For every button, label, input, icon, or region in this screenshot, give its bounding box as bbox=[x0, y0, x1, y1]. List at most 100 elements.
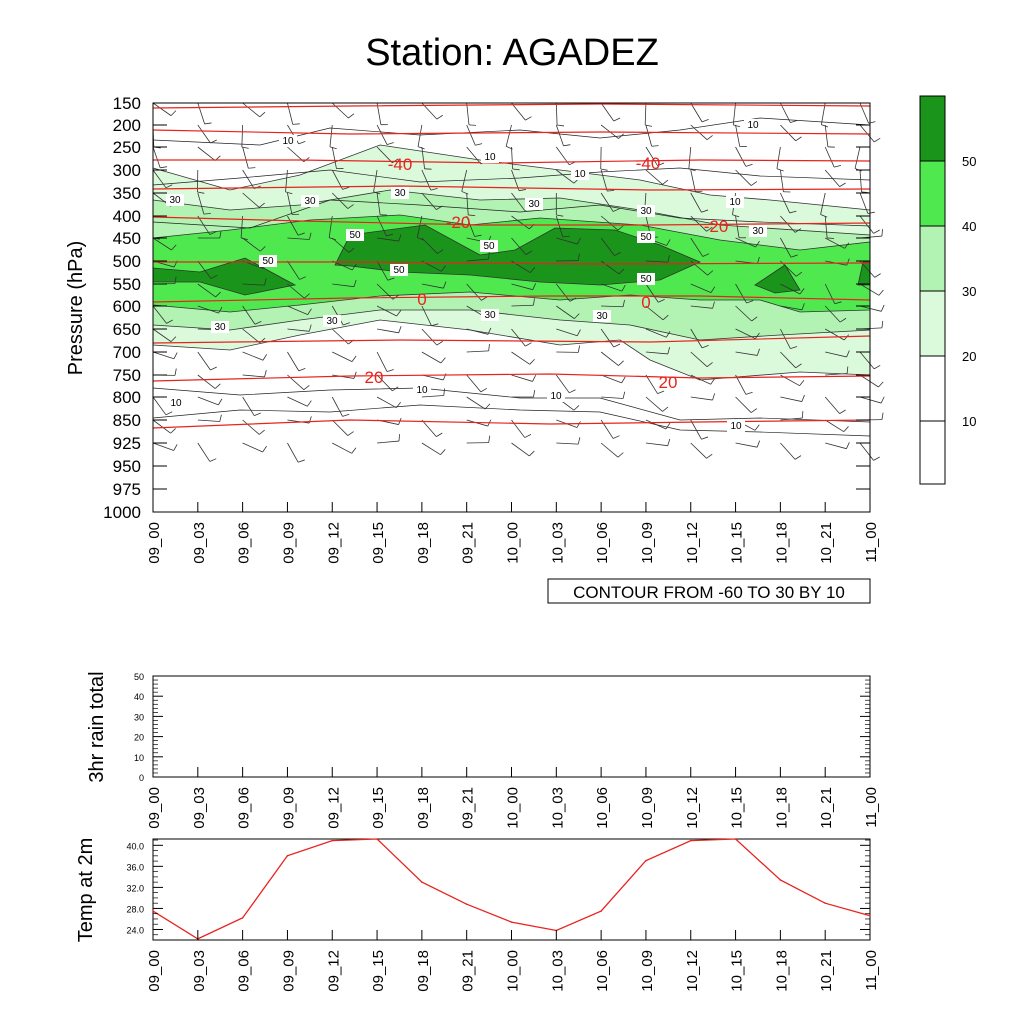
contour-label: 50 bbox=[262, 256, 274, 267]
wind-barb-feather bbox=[706, 226, 713, 232]
wind-barb-feather bbox=[621, 376, 626, 384]
wind-barb bbox=[466, 328, 489, 335]
pressure-tick-label: 450 bbox=[113, 229, 141, 248]
wind-barb-feather bbox=[329, 237, 336, 241]
contour-label: 30 bbox=[640, 206, 652, 217]
wind-barb bbox=[287, 192, 293, 215]
temperature-contour-line bbox=[152, 103, 871, 109]
wind-barb bbox=[329, 124, 333, 147]
wind-barb-feather bbox=[210, 139, 217, 144]
time-tick-label: 10_18 bbox=[773, 787, 790, 829]
wind-barb-feather bbox=[801, 303, 805, 310]
wind-barb bbox=[421, 305, 432, 326]
wind-barb bbox=[859, 169, 862, 192]
wind-barb-feather bbox=[658, 299, 665, 303]
wind-barb-feather bbox=[667, 438, 671, 446]
wind-barb bbox=[645, 146, 658, 166]
wind-barb-feather bbox=[666, 239, 671, 246]
wind-barb-feather bbox=[667, 347, 671, 355]
wind-barb-feather bbox=[657, 390, 665, 395]
wind-barb-feather bbox=[353, 279, 357, 287]
wind-barb-feather bbox=[617, 452, 624, 458]
wind-barb bbox=[600, 328, 615, 348]
wind-barb-feather bbox=[873, 364, 881, 370]
contour-label: 10 bbox=[747, 120, 759, 131]
pressure-tick-label: 500 bbox=[113, 252, 141, 271]
time-tick-label: 09_06 bbox=[236, 950, 253, 992]
wind-barb bbox=[416, 215, 423, 238]
wind-barb-feather bbox=[573, 405, 580, 411]
wind-barb bbox=[287, 260, 300, 280]
contour-label-bg bbox=[481, 309, 499, 321]
time-tick-label: 09_18 bbox=[415, 950, 432, 992]
pressure-tick-label: 350 bbox=[113, 184, 141, 203]
wind-barb bbox=[511, 328, 526, 347]
time-tick-label: 10_18 bbox=[773, 950, 790, 992]
colorbar-swatch bbox=[919, 420, 946, 485]
wind-barb bbox=[779, 169, 784, 192]
time-tick-label: 10_15 bbox=[729, 787, 746, 829]
wind-barb bbox=[600, 351, 619, 366]
wind-barb bbox=[690, 442, 707, 459]
time-tick-label: 09_06 bbox=[236, 522, 253, 564]
time-tick-label: 10_03 bbox=[549, 787, 566, 829]
wind-barb bbox=[421, 146, 425, 169]
wind-barb-feather bbox=[776, 168, 784, 172]
wind-barb bbox=[242, 442, 263, 453]
wind-barb-feather bbox=[285, 191, 293, 195]
time-tick-label: 10_09 bbox=[639, 950, 656, 992]
wind-barb bbox=[152, 305, 167, 324]
wind-barb-feather bbox=[165, 411, 173, 416]
contour-label: 10 bbox=[550, 391, 562, 402]
wind-barb-feather bbox=[343, 322, 350, 326]
wind-barb bbox=[824, 396, 840, 414]
wind-barb-feather bbox=[801, 411, 804, 419]
wind-barb bbox=[511, 374, 533, 382]
time-tick-label: 09_09 bbox=[280, 522, 297, 564]
temp-tick-label: 32.0 bbox=[126, 883, 144, 893]
temperature-point bbox=[152, 910, 154, 912]
wind-barb bbox=[421, 419, 437, 437]
wind-barb bbox=[824, 305, 841, 323]
time-tick-label: 10_00 bbox=[505, 522, 522, 564]
colorbar-swatch bbox=[919, 290, 946, 357]
wind-barb bbox=[242, 192, 260, 208]
wind-barb bbox=[600, 237, 615, 256]
wind-barb-feather bbox=[790, 254, 798, 258]
wind-barb bbox=[197, 419, 220, 422]
page-title: Station: AGADEZ bbox=[365, 32, 659, 74]
rain-tick-label: 20 bbox=[134, 733, 144, 743]
contour-label: 30 bbox=[596, 311, 608, 322]
contour-label-bg bbox=[744, 119, 762, 131]
rain-axis: 0 10 20 30 40 50 bbox=[134, 672, 870, 783]
wind-barb-feather bbox=[166, 319, 173, 324]
contour-label-bg bbox=[413, 384, 431, 396]
temp-label-minus40-left: -40 bbox=[388, 155, 413, 174]
wind-barb bbox=[328, 215, 333, 238]
wind-barb bbox=[287, 351, 300, 372]
wind-barb bbox=[197, 442, 211, 462]
pressure-tick-label: 700 bbox=[113, 343, 141, 362]
wind-barb-feather bbox=[576, 329, 581, 336]
colorbar-label: 20 bbox=[962, 349, 976, 364]
pressure-tick-label: 800 bbox=[113, 388, 141, 407]
contour-label-bg bbox=[211, 321, 229, 333]
wind-barb-feather bbox=[618, 268, 625, 275]
colorbar-legend: 10 20 30 40 50 bbox=[919, 95, 976, 485]
wind-barb bbox=[735, 351, 758, 356]
wind-barb-feather bbox=[440, 357, 446, 364]
wind-barb-feather bbox=[657, 162, 665, 167]
time-tick-label: 10_00 bbox=[505, 950, 522, 992]
wind-barb-feather bbox=[259, 246, 266, 252]
wind-barb-feather bbox=[667, 255, 670, 263]
wind-barb bbox=[854, 146, 861, 169]
wind-barb-feather bbox=[436, 205, 443, 210]
time-tick-label: 09_12 bbox=[325, 787, 342, 829]
wind-barb-feather bbox=[297, 459, 305, 463]
wind-barb-feather bbox=[618, 360, 624, 366]
wind-barb-feather bbox=[174, 276, 177, 284]
contour-label-bg bbox=[637, 231, 655, 243]
wind-barb-feather bbox=[795, 363, 802, 369]
pressure-tick-label: 150 bbox=[113, 94, 141, 113]
contour-label-bg bbox=[346, 229, 364, 241]
